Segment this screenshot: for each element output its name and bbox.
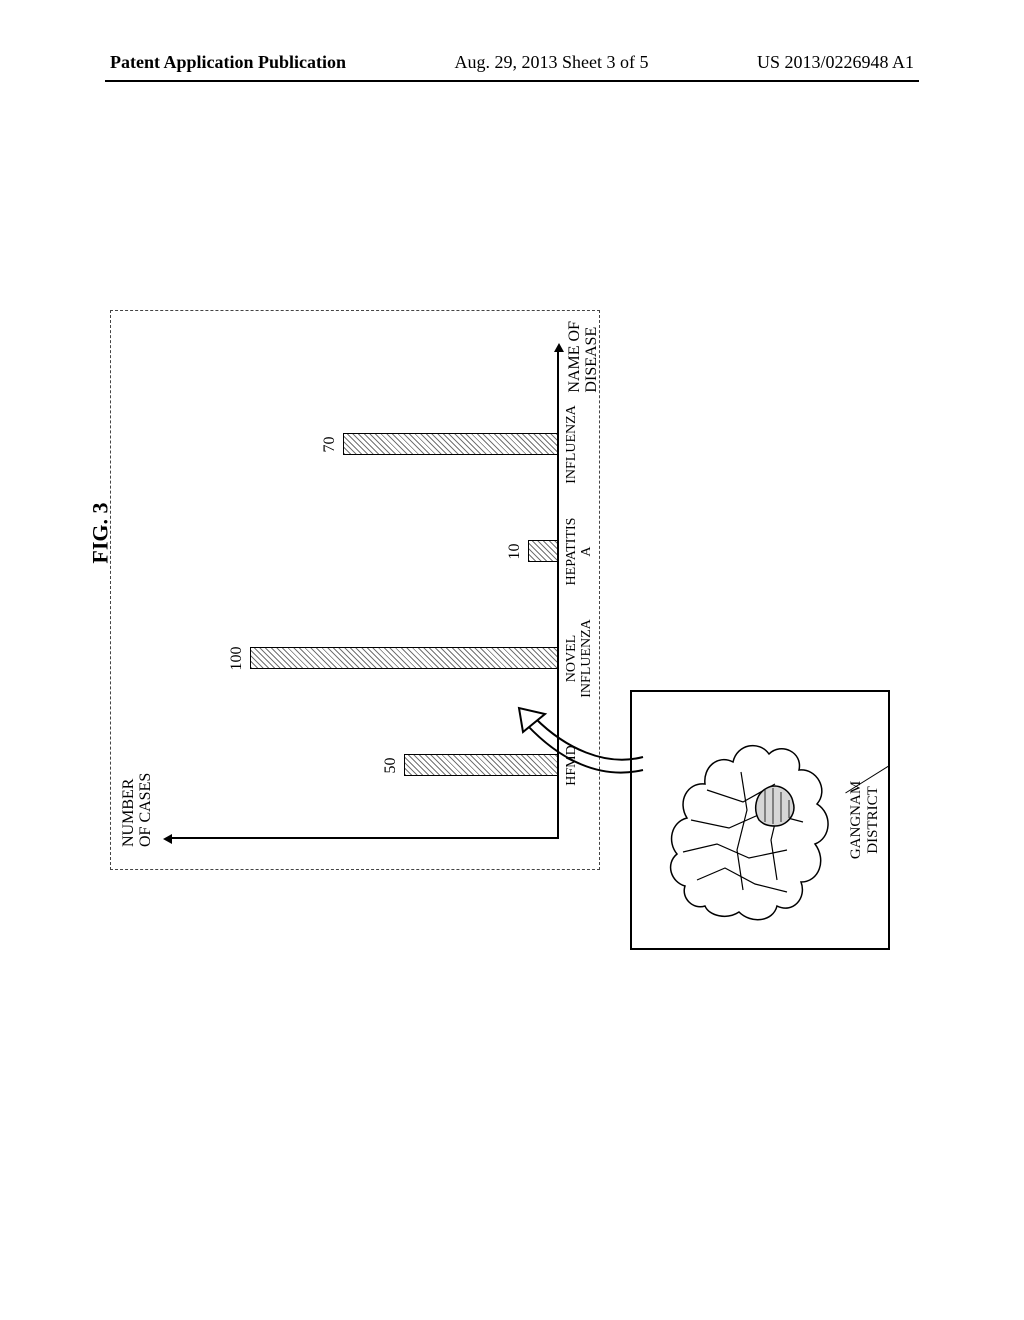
figure-content: NUMBER OF CASES NAME OF DISEASE 50 HFMD … <box>110 310 890 950</box>
x-axis-arrow-icon <box>554 343 564 352</box>
bar-value: 100 <box>228 647 246 671</box>
district-label: GANGNAM DISTRICT <box>848 781 882 859</box>
bar <box>528 541 559 563</box>
bars-container: 50 HFMD 100 NOVEL INFLUENZA 10 HEPATITIS… <box>191 391 559 819</box>
y-axis-title: NUMBER OF CASES <box>121 773 155 847</box>
header-publication: Patent Application Publication <box>110 52 346 73</box>
bar-label: INFLUENZA <box>565 405 580 484</box>
bar <box>250 648 559 670</box>
bar-value: 10 <box>506 544 524 560</box>
map-panel: GANGNAM DISTRICT <box>630 690 890 950</box>
bar <box>343 434 559 456</box>
bar-label: HEPATITIS A <box>565 518 594 586</box>
page-header: Patent Application Publication Aug. 29, … <box>0 52 1024 73</box>
bar-value: 50 <box>382 758 400 774</box>
bar-group: 70 INFLUENZA <box>321 397 559 491</box>
bar-value: 70 <box>321 437 339 453</box>
header-divider <box>105 80 919 82</box>
header-date-sheet: Aug. 29, 2013 Sheet 3 of 5 <box>455 52 649 73</box>
callout-arrow-icon <box>505 690 645 790</box>
bar-group: 10 HEPATITIS A <box>506 504 559 598</box>
seoul-map-icon <box>647 700 847 940</box>
bar-label: NOVEL INFLUENZA <box>565 619 594 698</box>
x-axis-title: NAME OF DISEASE <box>567 321 601 393</box>
figure-stage: FIG. 3 NUMBER OF CASES NAME OF DISEASE 5… <box>110 180 890 1080</box>
chart-area: NUMBER OF CASES NAME OF DISEASE 50 HFMD … <box>151 331 559 839</box>
header-patent-number: US 2013/0226948 A1 <box>757 52 914 73</box>
y-axis-arrow-icon <box>163 834 172 844</box>
y-axis <box>171 837 559 839</box>
